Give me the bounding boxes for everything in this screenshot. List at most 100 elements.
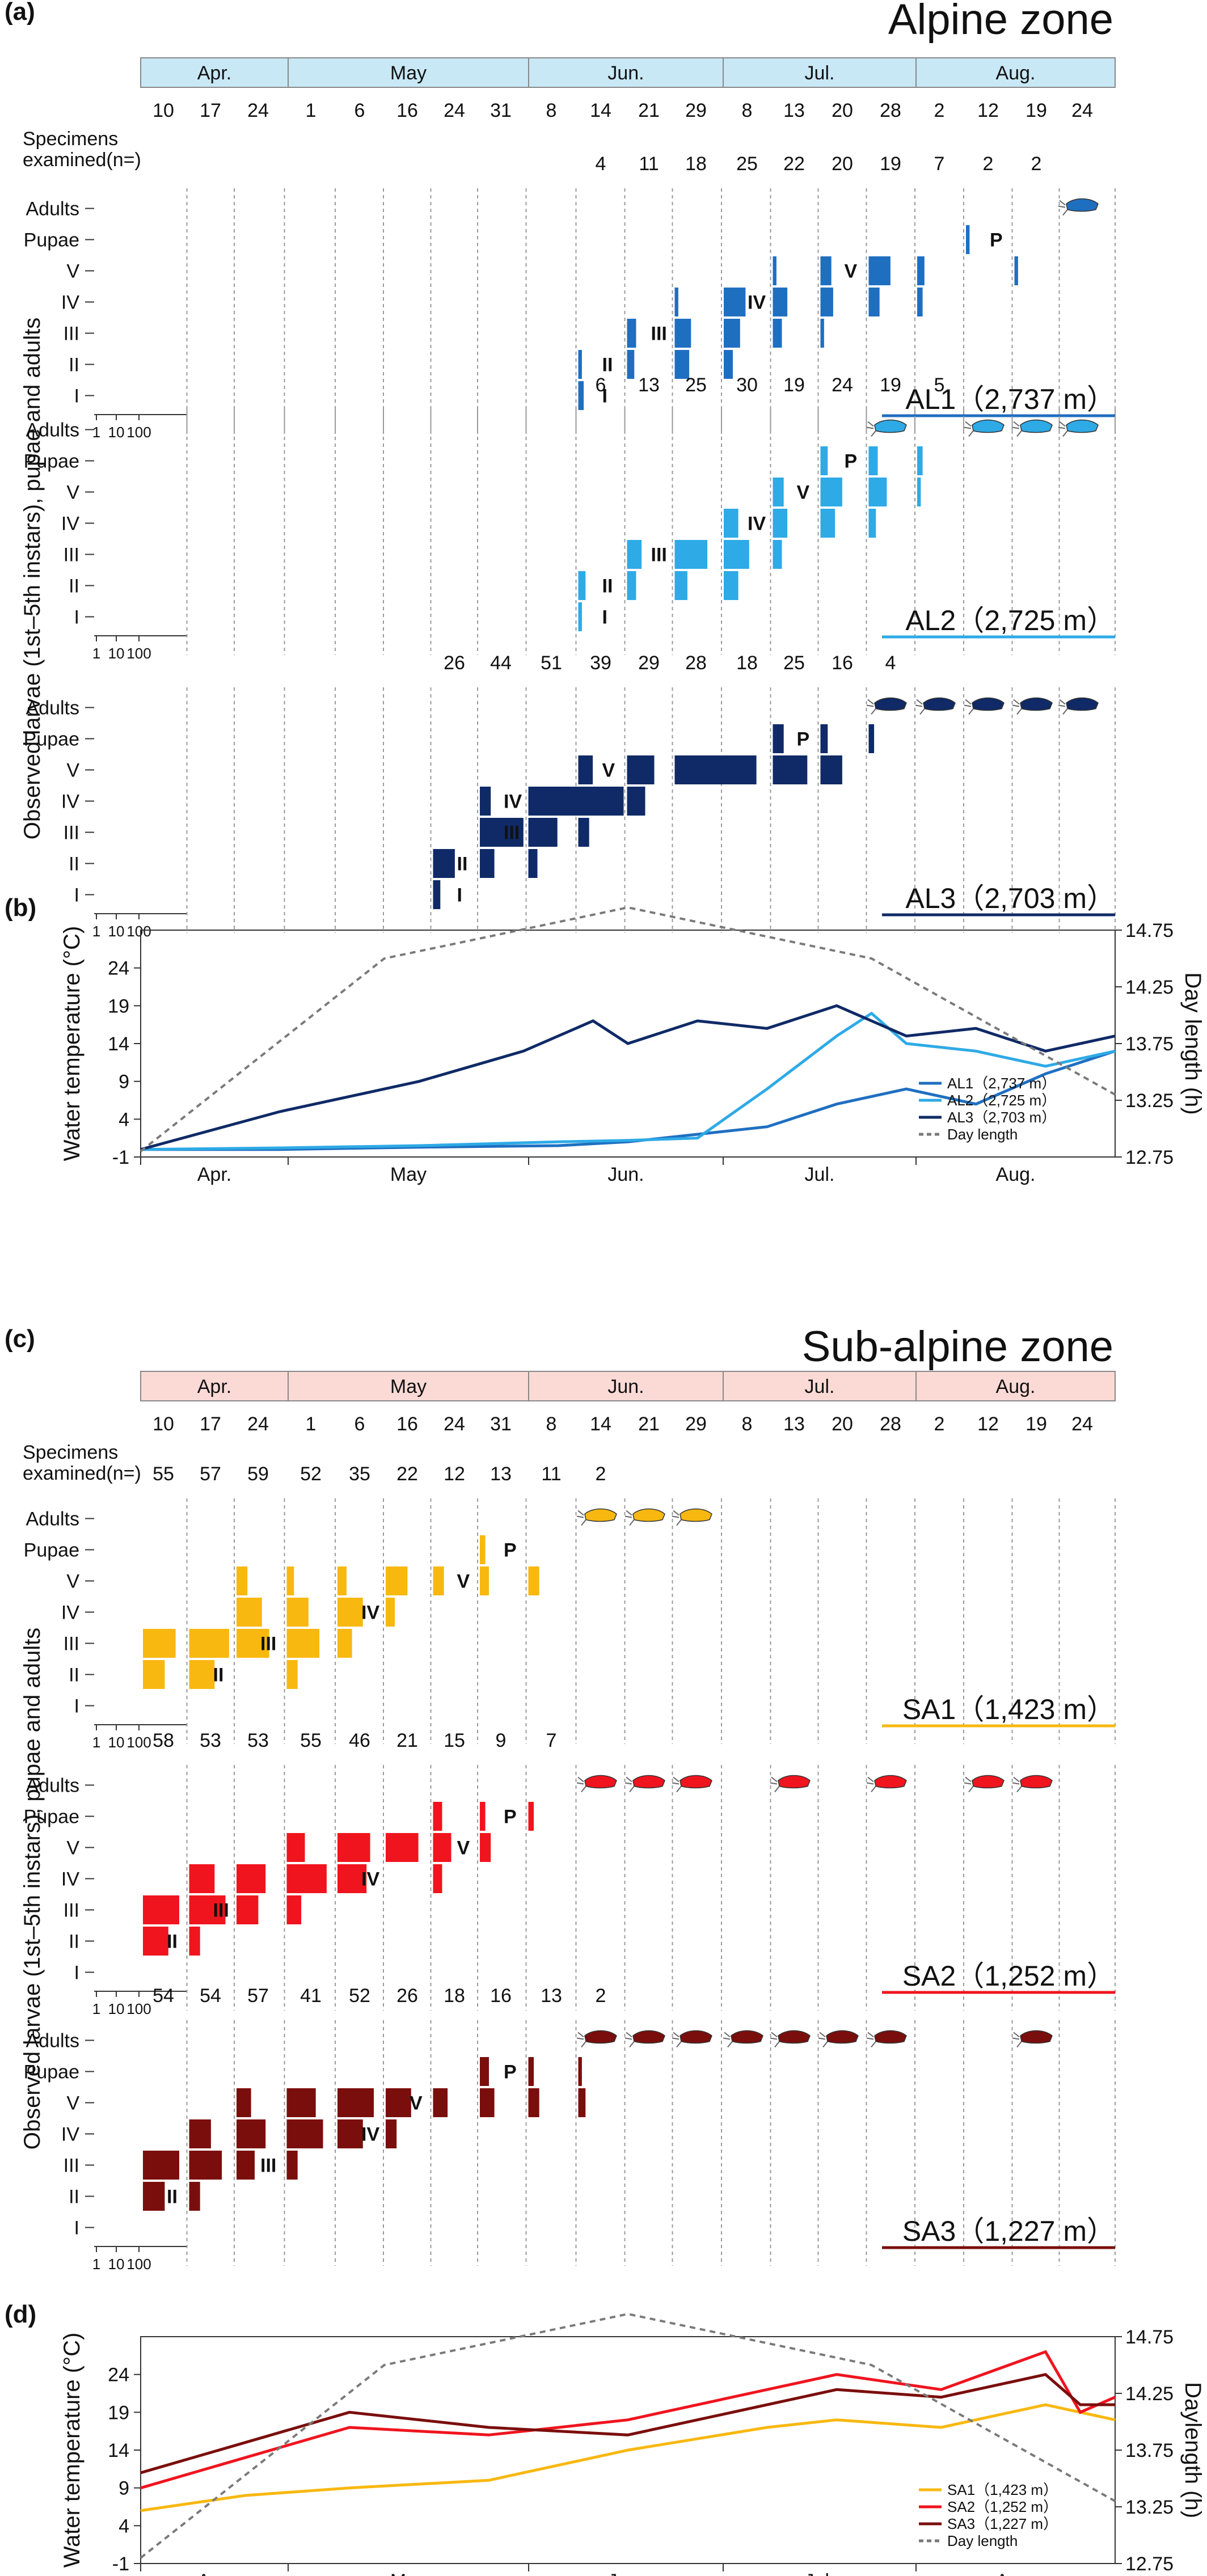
month-label: May [390, 1164, 427, 1185]
adult-insect-icon [866, 697, 907, 715]
stage-bar [237, 2151, 255, 2180]
stage-bar [337, 2088, 374, 2117]
insect-body [972, 419, 1005, 433]
stage-label: Adults [26, 420, 80, 441]
month-label: Aug. [996, 62, 1036, 84]
y-tick-label: -1 [112, 1147, 129, 1168]
zone-title: Sub-alpine zone [802, 1323, 1113, 1371]
stage-bar [189, 2182, 200, 2211]
scale-label: 1 [92, 2000, 100, 2017]
adult-insect-icon [576, 1775, 617, 1793]
stage-numeral: IV [748, 292, 766, 314]
stage-label: V [66, 261, 79, 282]
stage-bar [578, 571, 586, 600]
stage-numeral: IV [748, 513, 766, 535]
month-band-cell [915, 57, 1116, 88]
stage-numeral: IV [361, 1602, 379, 1624]
insect-body [632, 1508, 665, 1522]
insect-body [874, 697, 907, 711]
y-tick-label: 9 [119, 1071, 129, 1093]
insect-legs [770, 1776, 780, 1793]
insect-body [632, 2030, 665, 2044]
adult-insect-icon [624, 1775, 665, 1793]
stage-bar [337, 1833, 370, 1862]
stage-bar [386, 1566, 408, 1595]
insect-body [874, 419, 907, 433]
stage-bar [337, 1598, 363, 1627]
insect-legs [576, 2032, 586, 2048]
stage-bar [674, 571, 687, 600]
stage-bar [528, 849, 538, 878]
date-label: 16 [396, 1413, 418, 1435]
date-label: 12 [977, 1413, 999, 1435]
adult-insect-icon [1012, 2030, 1053, 2048]
insect-legs [1012, 2032, 1022, 2048]
stage-bar [773, 724, 784, 753]
stage-bar [820, 478, 842, 506]
stage-bar [143, 1629, 176, 1658]
date-label: 21 [638, 100, 660, 121]
stage-bar [627, 350, 635, 379]
stage-bar [773, 256, 776, 285]
adult-insect-icon [866, 2030, 907, 2048]
specimen-count: 41 [300, 1985, 322, 2007]
date-label: 20 [832, 100, 853, 121]
month-label: Aug. [996, 2570, 1036, 2576]
date-label: 10 [153, 100, 174, 121]
specimen-count: 57 [200, 1463, 221, 1485]
stage-bar [578, 2057, 582, 2086]
specimen-count: 11 [541, 1463, 561, 1485]
stage-bar [724, 540, 749, 569]
stage-bar [773, 509, 788, 538]
specimen-count: 25 [685, 374, 707, 396]
stage-label: IV [61, 513, 79, 535]
month-label: Jul. [805, 62, 835, 84]
date-label: 14 [590, 100, 611, 121]
legend-label: Day length [947, 2532, 1018, 2549]
stage-bar [773, 755, 808, 784]
specimen-count: 19 [783, 374, 805, 396]
month-band-cell [528, 1371, 724, 1401]
series-line [140, 1004, 1116, 1151]
legend-label: AL2（2,725 m） [947, 1092, 1056, 1109]
specimen-count: 26 [444, 652, 465, 674]
stage-bar [773, 540, 782, 569]
adult-insect-icon [770, 1775, 811, 1793]
stage-numeral: V [410, 2093, 423, 2114]
stage-bar [724, 319, 740, 348]
stage-bar [820, 724, 828, 753]
stage-bar [868, 478, 887, 506]
stage-panel-al3: 26 44 51 39 29 28 18 25 16 4AdultsPupaeVIVIIIIII1… [24, 652, 1116, 940]
stage-bar [724, 350, 733, 379]
stage-numeral: I [457, 885, 462, 906]
specimens-label: examined(n=) [23, 149, 141, 171]
y-tick-label: 24 [108, 2364, 129, 2386]
stage-bar [724, 288, 746, 316]
scale-label: 1 [92, 923, 100, 940]
month-label: May [390, 2570, 427, 2576]
stage-bar [286, 1660, 298, 1689]
specimen-count: 30 [736, 374, 758, 396]
site-label: AL2（2,725 m） [905, 605, 1115, 636]
panel-label: (d) [5, 2300, 36, 2328]
stage-label: I [74, 885, 79, 906]
stage-label: II [69, 1665, 79, 1686]
insect-body [972, 1775, 1005, 1789]
date-label: 13 [783, 100, 805, 121]
specimen-count: 52 [300, 1463, 322, 1485]
specimen-count: 7 [546, 1730, 557, 1751]
stage-bar [433, 1864, 442, 1893]
stage-bar [578, 787, 624, 816]
insect-legs [964, 699, 974, 715]
specimen-count: 9 [496, 1730, 507, 1751]
month-label: Jun. [607, 1164, 644, 1185]
series-line [140, 2372, 1115, 2474]
scale-label: 10 [108, 2256, 125, 2273]
daylength-line [140, 2312, 1116, 2559]
stage-bar [627, 571, 636, 600]
legend-label: SA3（1,227 m） [947, 2515, 1058, 2532]
stage-label: V [66, 1838, 79, 1859]
stage-bar [578, 2088, 586, 2117]
y2-axis-label: Day length (h) [1180, 972, 1205, 1114]
